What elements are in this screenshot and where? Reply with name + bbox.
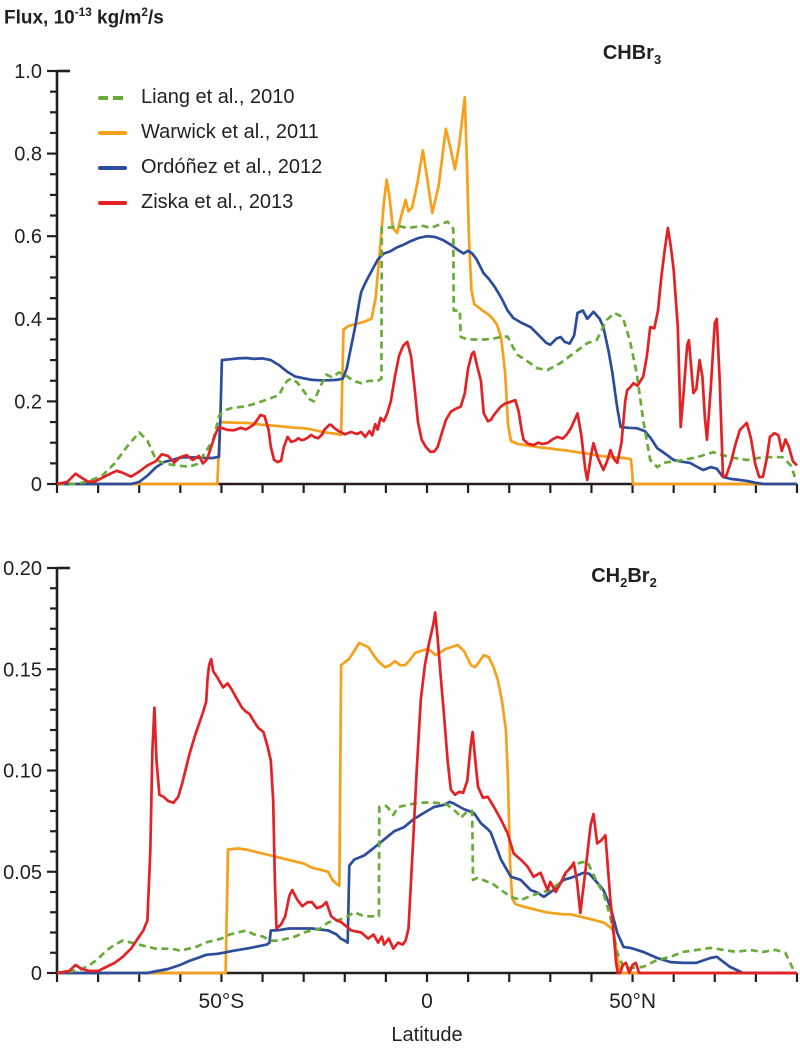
series-line-liang-bottom (56, 801, 797, 975)
title-subscript: 3 (653, 52, 662, 67)
y-tick-label-bottom: 0 (31, 963, 42, 985)
legend-swatch-liang (98, 95, 127, 100)
title-subscript: 2 (649, 575, 657, 590)
y-tick-label-top: 0.2 (14, 391, 42, 413)
y-tick-label-top: 0.4 (14, 309, 42, 331)
y-tick-label-top: 0.8 (14, 144, 42, 166)
legend-label-warwick: Warwick et al., 2011 (141, 121, 319, 143)
series-line-warwick-bottom (57, 641, 797, 975)
panel-title-ch2br2: CH2Br2 (591, 565, 657, 590)
legend-label-ziska: Ziska et al., 2013 (141, 191, 294, 213)
y-tick-label-bottom: 0.10 (3, 761, 42, 783)
series-line-warwick-top (57, 96, 797, 486)
y-tick-label-bottom: 0.15 (3, 659, 42, 681)
flux-label-base: Flux, 10 (4, 7, 75, 29)
title-text: CHBr (602, 42, 654, 64)
series-line-ziska-top (56, 226, 798, 486)
legend-item-ziska: Ziska et al., 2013 (98, 185, 322, 220)
legend-swatch-ziska (98, 200, 127, 205)
legend-swatch-warwick (98, 130, 127, 135)
y-tick-label-top: 1.0 (14, 61, 42, 83)
series-line-ordóñez-top (57, 234, 797, 486)
x-tick-label: 50°N (609, 990, 656, 1013)
legend-item-liang: Liang et al., 2010 (98, 80, 322, 115)
x-tick-label: 50°S (199, 990, 245, 1013)
legend-item-warwick: Warwick et al., 2011 (98, 115, 322, 150)
legend: Liang et al., 2010 Warwick et al., 2011 … (98, 80, 322, 220)
y-tick-label-top: 0 (31, 474, 42, 496)
title-text: Br (627, 565, 650, 587)
flux-label-exponent: -13 (74, 6, 92, 19)
y-axis-title: Flux, 10-13 kg/m2/s (4, 6, 164, 29)
legend-label-liang: Liang et al., 2010 (141, 86, 295, 108)
title-text: CH (591, 565, 621, 587)
series-line-ziska-bottom (56, 611, 797, 975)
y-tick-label-bottom: 0.20 (3, 558, 42, 580)
x-tick-label: 0 (421, 990, 433, 1013)
legend-swatch-ordonez (98, 165, 127, 170)
y-tick-label-bottom: 0.05 (3, 862, 42, 884)
flux-label-units: kg/m (91, 7, 142, 29)
y-tick-label-top: 0.6 (14, 226, 42, 248)
title-subscript: 2 (620, 575, 628, 590)
x-axis-title: Latitude (391, 1024, 463, 1046)
flux-label-square: 2 (141, 6, 148, 19)
series-line-ordóñez-bottom (57, 800, 797, 975)
panel-title-chbr3: CHBr3 (603, 42, 661, 67)
legend-item-ordonez: Ordóñez et al., 2012 (98, 150, 322, 185)
legend-label-ordonez: Ordóñez et al., 2012 (141, 156, 323, 178)
flux-label-per-second: /s (147, 7, 164, 29)
